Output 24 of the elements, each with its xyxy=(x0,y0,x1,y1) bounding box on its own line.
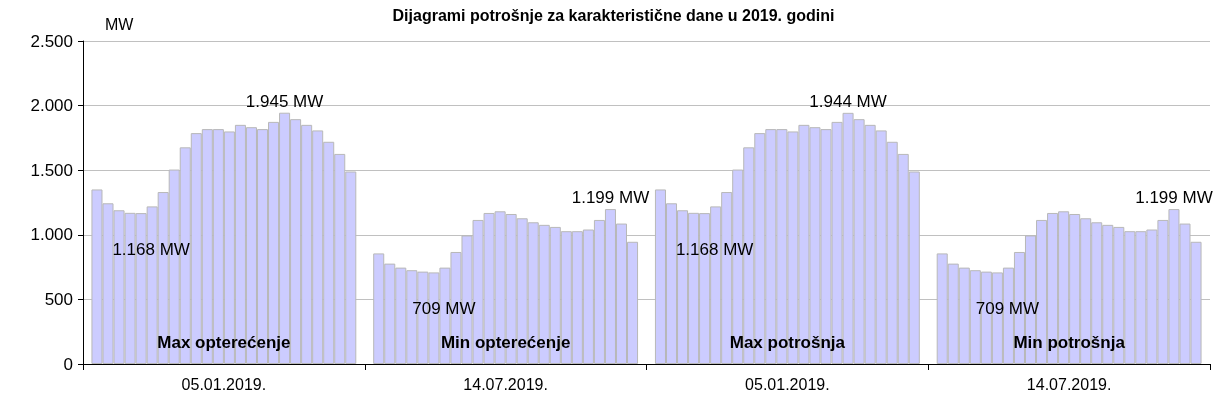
y-tick-label: 1.500 xyxy=(30,160,73,180)
y-tick-label: 1.000 xyxy=(30,225,73,245)
data-label: 1.199 MW xyxy=(1135,188,1213,208)
y-tick-label: 2.500 xyxy=(30,31,73,51)
chart-title: Dijagrami potrošnje za karakteristične dane u 2019. godini xyxy=(392,6,835,24)
data-label: 709 MW xyxy=(975,299,1040,319)
annotation: Min potrošnja xyxy=(1013,332,1126,352)
y-axis-title: MW xyxy=(105,15,135,33)
data-label: 709 MW xyxy=(412,299,476,319)
data-label: 1.168 MW xyxy=(112,240,190,260)
x-tick-label: 14.07.2019. xyxy=(1026,375,1112,393)
data-label: 1.945 MW xyxy=(245,91,324,111)
x-tick-label: 05.01.2019. xyxy=(745,375,830,393)
data-label: 1.168 MW xyxy=(675,240,754,260)
data-label: 1.944 MW xyxy=(809,91,887,111)
annotation: Min opterećenje xyxy=(440,332,571,352)
data-label: 1.199 MW xyxy=(571,188,650,208)
y-tick-label: 2.000 xyxy=(30,96,73,116)
x-tick-label: 14.07.2019. xyxy=(463,375,548,393)
x-tick-label: 05.01.2019. xyxy=(181,375,267,393)
annotation: Max opterećenje xyxy=(157,332,291,352)
annotation: Max potrošnja xyxy=(729,332,846,352)
y-tick-label: 0 xyxy=(63,354,73,374)
y-tick-label: 500 xyxy=(44,289,73,309)
